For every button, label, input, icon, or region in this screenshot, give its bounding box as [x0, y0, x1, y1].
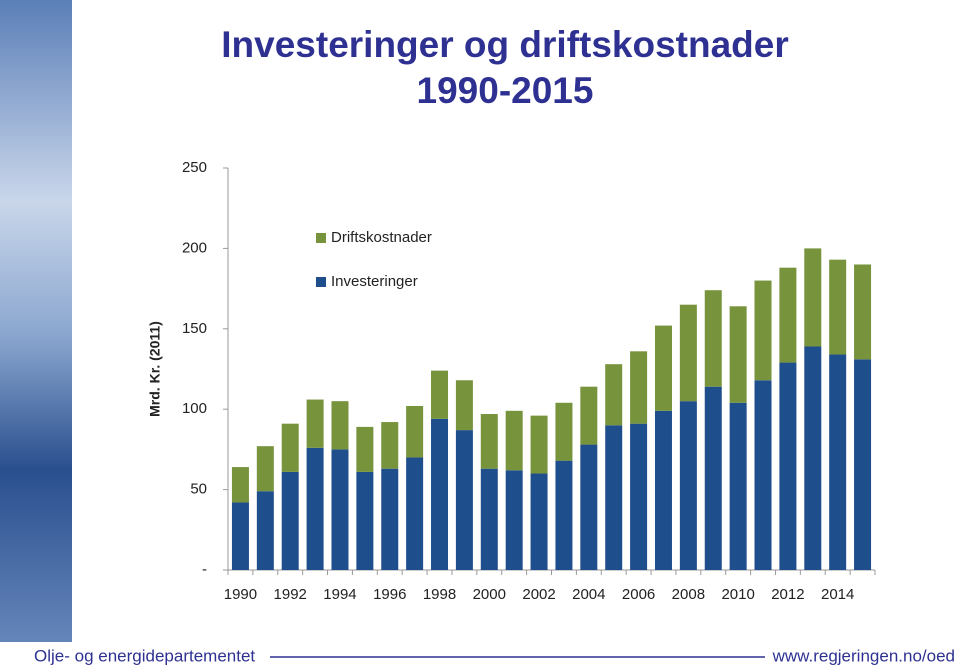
y-tick-label: 50 — [190, 481, 207, 498]
x-tick-label: 2012 — [771, 586, 804, 603]
bar-segment — [555, 460, 573, 570]
y-tick-label: 200 — [182, 239, 207, 256]
legend-swatch — [316, 233, 326, 243]
bar-segment — [381, 468, 399, 570]
y-tick-label: 250 — [182, 159, 207, 176]
bar-segment — [630, 351, 648, 424]
bar-segment — [431, 370, 449, 419]
x-tick-label: 2008 — [672, 586, 705, 603]
bar-segment — [704, 386, 722, 570]
bar-segment — [356, 426, 374, 472]
y-tick-label: 100 — [182, 400, 207, 417]
bar-segment — [331, 449, 349, 570]
bar-segment — [256, 491, 274, 570]
bar-segment — [406, 457, 424, 570]
bar-segment — [505, 470, 523, 570]
bar-segment — [679, 304, 697, 402]
legend-label: Investeringer — [331, 273, 418, 290]
bar-segment — [779, 362, 797, 570]
bar-segment — [455, 380, 473, 431]
bar-segment — [281, 471, 299, 570]
bar-segment — [804, 346, 822, 570]
bar-segment — [455, 430, 473, 570]
y-tick-label: - — [202, 561, 207, 578]
bar-segment — [331, 401, 349, 450]
bar-segment — [754, 380, 772, 570]
bar-segment — [729, 306, 747, 403]
bar-segment — [829, 354, 847, 570]
x-tick-label: 2000 — [473, 586, 506, 603]
bar-segment — [829, 259, 847, 355]
bar-segment — [580, 444, 598, 570]
footer-left: Olje- og energidepartementet — [34, 646, 255, 665]
x-tick-label: 1992 — [274, 586, 307, 603]
x-tick-label: 2002 — [522, 586, 555, 603]
bar-segment — [281, 423, 299, 472]
bar-segment — [381, 422, 399, 469]
bar-segment — [580, 386, 598, 445]
x-tick-label: 2004 — [572, 586, 605, 603]
bar-segment — [356, 471, 374, 570]
bar-segment — [256, 446, 274, 492]
x-tick-label: 1998 — [423, 586, 456, 603]
bar-segment — [804, 248, 822, 347]
side-image — [0, 0, 72, 671]
bar-segment — [306, 447, 324, 570]
x-tick-label: 2014 — [821, 586, 854, 603]
bar-segment — [779, 267, 797, 363]
y-tick-label: 150 — [182, 320, 207, 337]
x-tick-label: 1990 — [224, 586, 257, 603]
bar-segment — [231, 467, 249, 503]
bar-segment — [654, 410, 672, 570]
y-axis-label: Mrd. Kr. (2011) — [147, 321, 163, 417]
bar-segment — [704, 290, 722, 387]
bar-segment — [306, 399, 324, 448]
x-tick-label: 2010 — [721, 586, 754, 603]
bar-segment — [480, 468, 498, 570]
bar-segment — [605, 364, 623, 426]
x-tick-label: 1994 — [323, 586, 356, 603]
bar-segment — [630, 423, 648, 570]
bar-segment — [605, 425, 623, 570]
bar-segment — [480, 414, 498, 469]
bar-segment — [231, 502, 249, 570]
x-tick-label: 1996 — [373, 586, 406, 603]
bar-segment — [679, 401, 697, 570]
bar-segment — [505, 410, 523, 471]
legend-label: Driftskostnader — [331, 229, 432, 246]
legend-swatch — [316, 277, 326, 287]
bar-segment — [406, 405, 424, 458]
bar-segment — [754, 280, 772, 381]
bar-segment — [530, 415, 548, 474]
chart-title: Investeringer og driftskostnader 1990-20… — [221, 24, 789, 111]
x-tick-label: 2006 — [622, 586, 655, 603]
bar-segment — [654, 325, 672, 411]
footer-right: www.regjeringen.no/oed — [772, 646, 955, 665]
bar-segment — [729, 402, 747, 570]
bar-segment — [431, 418, 449, 570]
bar-segment — [555, 402, 573, 461]
bar-segment — [854, 359, 872, 570]
bar-segment — [854, 264, 872, 360]
bar-segment — [530, 473, 548, 570]
